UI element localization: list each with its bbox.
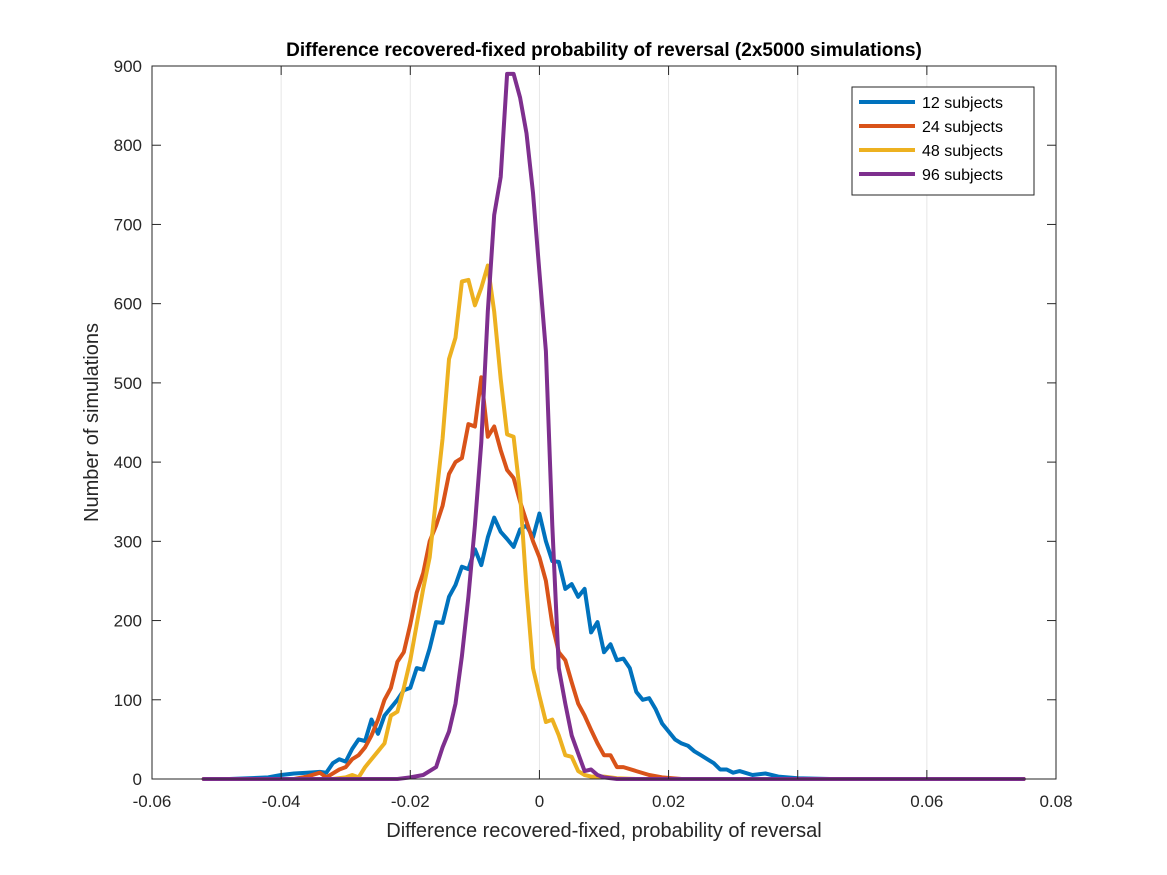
x-tick-label: 0.02 — [652, 792, 685, 811]
series-line-96-subjects — [201, 71, 1026, 781]
x-tick-label: -0.04 — [262, 792, 301, 811]
x-tick-label: -0.06 — [133, 792, 172, 811]
series-lines — [201, 71, 1026, 781]
legend-entry: 24 subjects — [922, 119, 1003, 136]
series-line-24-subjects — [201, 375, 1026, 781]
y-tick-label: 200 — [114, 612, 142, 631]
series-line-12-subjects — [201, 511, 1026, 781]
grid — [280, 66, 928, 779]
legend-entry: 12 subjects — [922, 95, 1003, 112]
y-tick-label: 800 — [114, 136, 142, 155]
x-tick-label: 0.06 — [910, 792, 943, 811]
x-tick-label: -0.02 — [391, 792, 430, 811]
legend-entry: 96 subjects — [922, 167, 1003, 184]
y-tick-label: 300 — [114, 532, 142, 551]
y-tick-label: 900 — [114, 57, 142, 76]
y-tick-label: 600 — [114, 295, 142, 314]
x-tick-label: 0.04 — [781, 792, 814, 811]
legend-box — [851, 86, 1035, 196]
plot-area-border — [151, 65, 1057, 780]
legend-entry: 48 subjects — [922, 143, 1003, 160]
y-tick-label: 0 — [133, 770, 142, 789]
chart-title: Difference recovered-fixed probability o… — [286, 40, 922, 61]
y-axis-label: Number of simulations — [81, 323, 103, 522]
legend: 12 subjects 24 subjects 48 subjects 96 subj… — [851, 86, 1035, 196]
x-axis-label: Difference recovered-fixed, probability … — [386, 820, 821, 842]
y-tick-label: 100 — [114, 691, 142, 710]
y-tick-label: 500 — [114, 374, 142, 393]
y-tick-label: 700 — [114, 215, 142, 234]
x-tick-label: 0 — [535, 792, 544, 811]
y-tick-label: 400 — [114, 453, 142, 472]
x-tick-label: 0.08 — [1039, 792, 1072, 811]
axis-ticks: -0.06 -0.04 -0.02 0 0.02 0.04 0.06 0.08 0 100 200 3… — [114, 57, 1073, 811]
